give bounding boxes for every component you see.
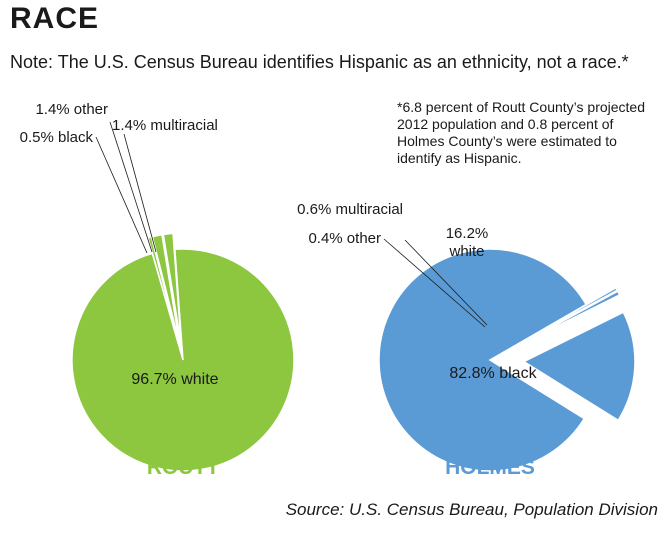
slice-other [151, 233, 181, 345]
leader-line-black [95, 136, 148, 254]
slice-label-multiracial: 1.4% multiracial [112, 117, 218, 134]
slice-label-black: 0.5% black [20, 129, 94, 146]
slice-label-other: 0.4% other [308, 230, 381, 247]
leader-line-other [383, 238, 486, 328]
slice-multiracial [162, 232, 182, 345]
slice-white [522, 311, 636, 422]
leader-line-other [109, 121, 153, 253]
pie-1: 82.8% black 0.4% other 0.6% multiracial 16.… [297, 201, 636, 479]
slice-black [147, 236, 180, 345]
county-name: HOLMES [445, 456, 535, 479]
slice-label-black: 82.8% black [449, 365, 537, 382]
hispanic-footnote: *6.8 percent of Routt County’s projected… [397, 99, 646, 166]
slice-black [378, 248, 588, 472]
slice-white [71, 248, 295, 472]
source-credit: Source: U.S. Census Bureau, Population D… [285, 500, 658, 519]
chart-title: RACE [10, 2, 100, 35]
county-name: ROUTT [147, 456, 219, 479]
leader-line-multiracial [404, 239, 488, 326]
census-note: Note: The U.S. Census Bureau identifies … [10, 52, 629, 72]
slice-label-white: 96.7% white [131, 371, 218, 388]
slice-label-white: 16.2% white [446, 225, 489, 260]
slice-label-other: 1.4% other [35, 101, 108, 118]
slice-multiracial [519, 290, 621, 345]
leader-line-multiracial [123, 133, 157, 253]
slice-other [519, 286, 619, 345]
slice-label-multiracial: 0.6% multiracial [297, 201, 403, 218]
